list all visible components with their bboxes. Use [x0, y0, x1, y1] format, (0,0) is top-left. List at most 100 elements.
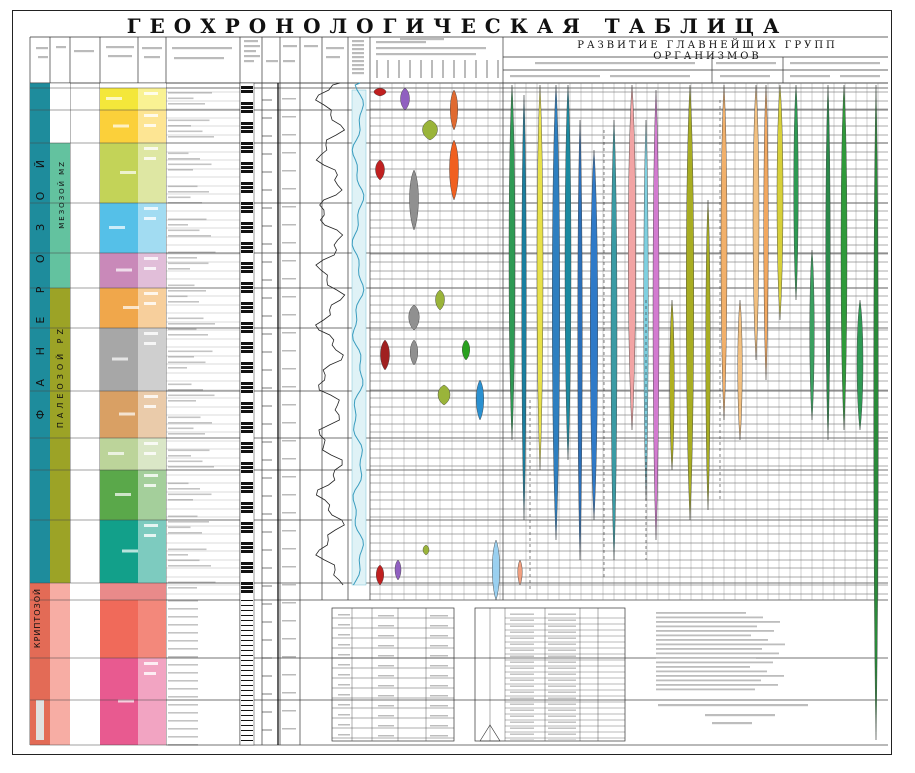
header-text-bar	[720, 75, 770, 78]
table-cell-bar	[338, 704, 350, 706]
header-text-bar	[352, 44, 364, 47]
era-label-paleozoic: ПАЛЕОЗОЙ PZ	[56, 325, 65, 429]
stage-text-bar	[168, 515, 198, 518]
header-text-bar	[244, 60, 254, 63]
header-text-bar	[36, 47, 48, 50]
polarity-band	[241, 670, 253, 671]
stage-text-bar	[168, 400, 196, 402]
quaternary-strip	[100, 83, 166, 88]
polarity-band	[241, 710, 253, 711]
stage-text-bar	[168, 565, 211, 567]
polarity-band	[241, 262, 253, 265]
polarity-band	[241, 402, 253, 405]
epoch-label-box	[144, 662, 158, 665]
table-cell-bar	[548, 625, 576, 627]
table-triangle-icon	[479, 724, 501, 742]
table-cell-bar	[548, 655, 576, 657]
table-cell-bar	[378, 685, 394, 687]
table-cell-bar	[510, 667, 534, 669]
legend-text-bar	[656, 621, 780, 623]
stage-text-bar	[168, 389, 203, 391]
age-text-bar	[282, 332, 296, 334]
polarity-band	[241, 715, 253, 716]
polarity-band	[241, 550, 253, 553]
polarity-band	[241, 510, 253, 513]
polarity-band	[241, 630, 253, 631]
polarity-band	[241, 382, 253, 385]
header-column-label	[442, 60, 444, 78]
stage-text-bar	[168, 656, 198, 658]
polarity-band	[241, 526, 253, 529]
epoch-label-box	[144, 257, 158, 260]
organism-range	[610, 119, 618, 561]
stage-text-bar	[168, 672, 198, 674]
table-cell-bar	[510, 631, 534, 633]
polarity-band	[241, 150, 253, 153]
stage-text-bar	[168, 350, 213, 353]
stage-text-bar	[168, 559, 200, 562]
stage-text-bar	[168, 532, 202, 534]
period-label-box	[122, 549, 138, 553]
stage-text-bar	[168, 92, 212, 94]
table-cell-bar	[378, 695, 394, 697]
table-cell-bar	[430, 615, 448, 617]
header-text-bar	[56, 46, 66, 49]
polarity-band	[241, 482, 253, 485]
table-cell-bar	[548, 727, 576, 729]
polarity-band	[241, 142, 253, 145]
stage-text-bar	[168, 235, 211, 237]
polarity-band	[241, 190, 253, 193]
stage-text-bar	[168, 664, 198, 666]
regional-table	[474, 607, 626, 742]
stage-text-bar	[168, 191, 209, 193]
stage-text-bar	[168, 218, 207, 221]
stage-text-bar	[168, 600, 198, 602]
polarity-band	[241, 582, 253, 585]
age-text-bar	[282, 188, 296, 190]
table-cell-bar	[548, 733, 576, 735]
header-text-bar	[790, 62, 880, 65]
stage-text-bar	[168, 257, 197, 259]
polarity-band	[241, 122, 253, 125]
polarity-band	[241, 730, 253, 731]
header-text-bar	[352, 60, 364, 63]
organism-range	[793, 84, 799, 301]
table-cell-bar	[378, 635, 394, 637]
organism-blob	[492, 539, 500, 601]
table-cell-bar	[378, 675, 394, 677]
organism-range	[552, 84, 560, 541]
table-cell-bar	[510, 673, 534, 675]
polarity-band	[241, 650, 253, 651]
legend-text-bar	[656, 634, 751, 637]
organism-range	[856, 299, 864, 431]
header-text-bar	[244, 45, 260, 48]
organism-blob	[449, 139, 459, 201]
epoch-cretaceous	[138, 143, 166, 203]
stage-text-bar	[168, 196, 191, 199]
header-column-label	[398, 60, 400, 78]
period-label-box	[120, 171, 136, 174]
epoch-label-box	[144, 534, 156, 537]
stage-text-bar	[168, 736, 198, 738]
header-text-bar	[352, 48, 364, 51]
table-cell-bar	[430, 645, 448, 647]
epoch-cambrian	[138, 520, 166, 583]
stage-text-bar	[168, 696, 198, 698]
polarity-band	[241, 182, 253, 185]
stage-text-bar	[168, 158, 200, 160]
header-text-bar	[352, 40, 364, 43]
epoch-label-box	[144, 147, 158, 150]
header-text-bar	[376, 47, 486, 50]
polarity-band	[241, 446, 253, 449]
epoch-carboniferous	[138, 328, 166, 391]
polarity-band	[241, 605, 253, 606]
stage-text-bar	[168, 648, 198, 650]
organism-blob	[422, 544, 430, 556]
table-cell-bar	[510, 715, 534, 717]
stage-text-bar	[168, 728, 198, 730]
table-cell-bar	[430, 625, 448, 627]
polarity-band	[241, 600, 253, 601]
legend-text-bar	[656, 666, 750, 668]
stage-text-bar	[168, 482, 189, 485]
header-text-bar	[106, 46, 134, 49]
